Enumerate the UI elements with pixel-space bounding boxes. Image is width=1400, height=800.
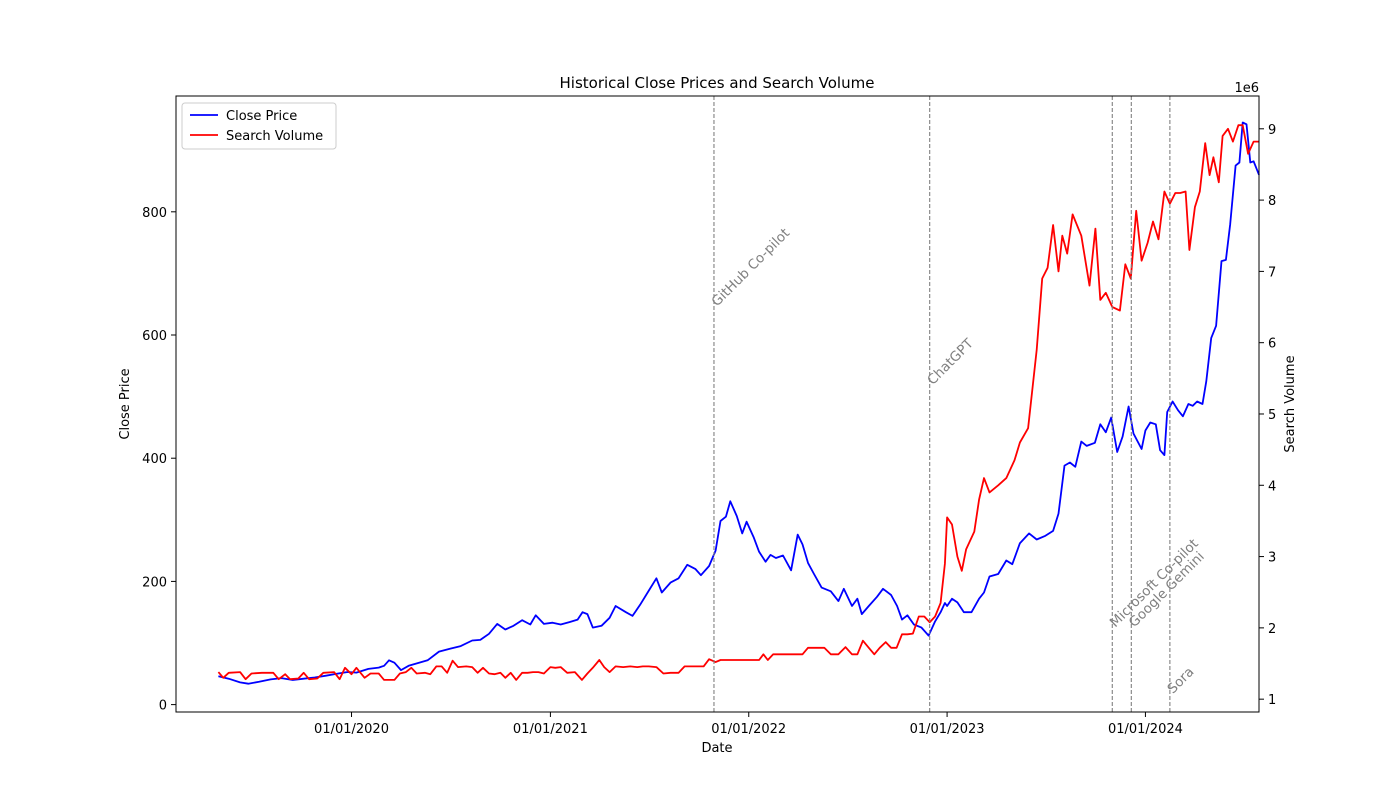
y-tick-label: 600: [142, 329, 167, 344]
plot-area: GitHub Co-pilot ChatGPT Microsoft Co-pilot…: [142, 95, 1276, 737]
y2-tick-label: 2: [1268, 622, 1276, 637]
event-label: GitHub Co-pilot: [709, 225, 794, 310]
y2-tick-label: 5: [1268, 408, 1276, 423]
y2-tick-label: 3: [1268, 551, 1276, 566]
y-tick-label: 800: [142, 206, 167, 221]
y-axis-label: Close Price: [118, 368, 133, 439]
y2-tick-label: 7: [1268, 265, 1276, 280]
y2-tick-label: 8: [1268, 194, 1276, 209]
y-tick-label: 0: [159, 699, 167, 714]
event-label: ChatGPT: [924, 335, 977, 388]
x-tick-label: 01/01/2022: [711, 722, 786, 737]
y2-tick-label: 6: [1268, 337, 1276, 352]
plot-frame: [175, 95, 1260, 713]
x-axis-label: Date: [701, 741, 732, 756]
legend-entry: Search Volume: [226, 129, 323, 144]
event-label: Microsoft Co-pilot: [1107, 536, 1202, 631]
y2-tick-label: 1: [1268, 693, 1276, 708]
y2-offset-text: 1e6: [1234, 81, 1259, 96]
search-volume-line: [217, 124, 1259, 681]
y2-axis-label: Search Volume: [1283, 355, 1298, 452]
chart-title: Historical Close Prices and Search Volum…: [560, 74, 875, 92]
y-tick-label: 400: [142, 452, 167, 467]
y2-tick-label: 9: [1268, 123, 1276, 138]
close-price-line: [218, 121, 1260, 685]
x-tick-label: 01/01/2021: [513, 722, 588, 737]
x-tick-label: 01/01/2020: [314, 722, 389, 737]
legend-box: [181, 102, 337, 150]
y2-tick-label: 4: [1268, 479, 1276, 494]
y-tick-label: 200: [142, 575, 167, 590]
x-tick-label: 01/01/2023: [910, 722, 985, 737]
legend: Close Price Search Volume: [181, 102, 337, 150]
legend-entry: Close Price: [226, 109, 297, 124]
x-tick-label: 01/01/2024: [1108, 722, 1183, 737]
